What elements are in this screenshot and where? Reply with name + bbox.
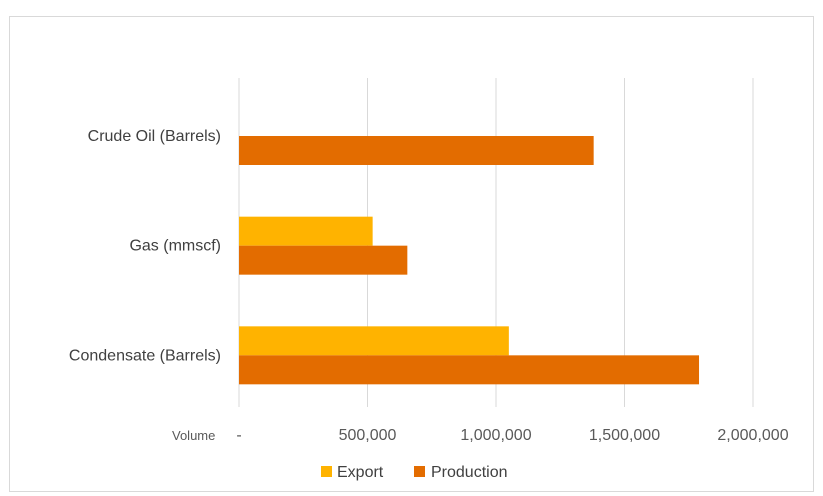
x-tick-label: 1,000,000 <box>460 427 531 444</box>
legend: Export Production <box>321 464 508 481</box>
x-axis-title: Volume <box>172 428 215 443</box>
legend-swatch-export <box>321 466 332 477</box>
x-tick-label: 1,500,000 <box>589 427 660 444</box>
x-tick-labels: - 500,000 1,000,000 1,500,000 2,000,000 <box>236 427 788 444</box>
x-tick-label: - <box>236 427 241 444</box>
legend-swatch-production <box>414 466 425 477</box>
bar-production-1 <box>239 245 408 275</box>
chart-frame <box>9 16 814 492</box>
category-label: Crude Oil (Barrels) <box>88 128 221 145</box>
legend-label-production: Production <box>431 464 508 481</box>
x-tick-label: 2,000,000 <box>717 427 788 444</box>
category-labels: Crude Oil (Barrels) Gas (mmscf) Condensate… <box>69 128 221 364</box>
bar-export-2 <box>239 326 509 356</box>
category-label: Condensate (Barrels) <box>69 347 221 364</box>
bar-production-2 <box>239 355 700 385</box>
bar-production-0 <box>239 136 594 165</box>
bar-export-1 <box>239 216 373 246</box>
x-tick-label: 500,000 <box>339 427 397 444</box>
category-label: Gas (mmscf) <box>129 238 221 255</box>
bars <box>239 136 700 385</box>
legend-label-export: Export <box>337 464 384 481</box>
